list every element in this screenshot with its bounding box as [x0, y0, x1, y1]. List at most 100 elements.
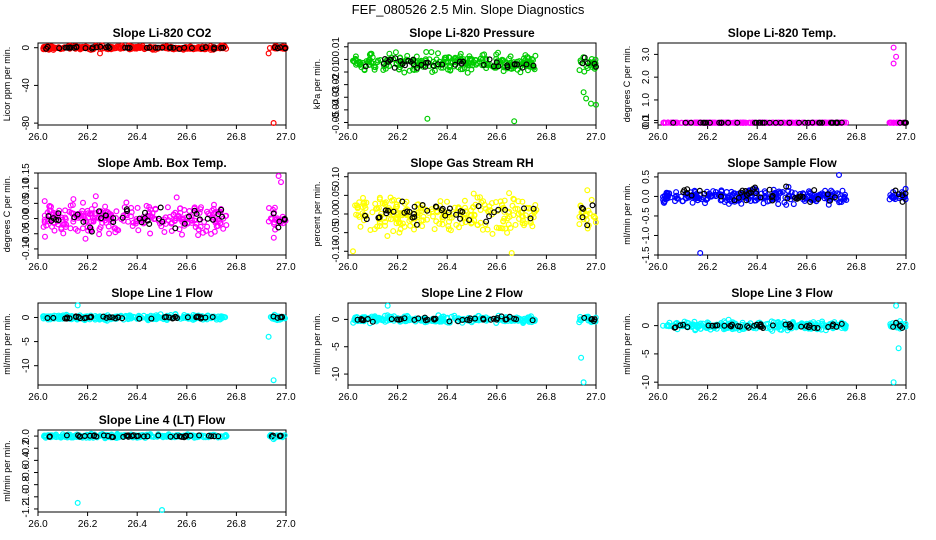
- x-tick-label: 27.0: [276, 392, 296, 403]
- data-point: [135, 227, 142, 234]
- data-point: [88, 228, 95, 235]
- data-point: [79, 207, 86, 214]
- data-point: [382, 222, 389, 229]
- data-point: [41, 218, 48, 225]
- data-point: [502, 316, 509, 323]
- data-point: [737, 119, 744, 126]
- data-point: [455, 318, 462, 325]
- data-point: [806, 322, 813, 329]
- data-point: [753, 321, 760, 328]
- data-point: [211, 433, 218, 440]
- data-point: [721, 322, 728, 329]
- data-point: [436, 220, 443, 227]
- data-point: [411, 211, 418, 218]
- data-point: [177, 209, 184, 216]
- data-point: [369, 318, 376, 325]
- data-point: [91, 202, 98, 209]
- y-tick-label: -0.02: [331, 73, 342, 96]
- data-point: [181, 207, 188, 214]
- data-point: [502, 206, 509, 213]
- data-point: [734, 119, 741, 126]
- data-point: [474, 222, 481, 229]
- data-point: [744, 191, 751, 198]
- x-tick-label: 26.8: [227, 262, 247, 273]
- data-point: [215, 433, 222, 440]
- data-point: [591, 213, 598, 220]
- data-point: [159, 507, 166, 514]
- data-point: [199, 45, 206, 52]
- data-point: [112, 434, 119, 441]
- data-point: [583, 63, 590, 70]
- data-point: [709, 192, 716, 199]
- x-tick-label: 26.2: [78, 392, 98, 403]
- data-point: [274, 314, 281, 321]
- data-point: [899, 192, 906, 199]
- data-point: [77, 315, 84, 322]
- data-point: [350, 248, 357, 255]
- data-point: [418, 208, 425, 215]
- data-point: [446, 318, 453, 325]
- x-tick-label: 27.0: [896, 132, 916, 143]
- data-point: [496, 225, 503, 232]
- x-tick-label: 26.8: [227, 132, 247, 143]
- data-point: [777, 321, 784, 328]
- data-point: [137, 44, 144, 51]
- data-point: [218, 315, 225, 322]
- data-point: [829, 322, 836, 329]
- y-tick-label: 0.01: [331, 37, 342, 57]
- panel-co2: Slope Li-820 CO2 Licor ppm per min. 26.0 26…: [2, 26, 296, 143]
- data-point: [509, 202, 516, 209]
- data-point: [759, 325, 766, 332]
- data-point: [134, 204, 141, 211]
- data-point: [270, 436, 277, 443]
- data-point: [96, 208, 103, 215]
- data-point: [674, 195, 681, 202]
- data-point: [396, 229, 403, 236]
- y-tick-label: 3.0: [641, 47, 652, 61]
- points: [40, 42, 289, 126]
- data-point: [498, 313, 505, 320]
- data-point: [166, 213, 173, 220]
- data-point: [388, 316, 395, 323]
- data-point: [515, 198, 522, 205]
- data-point: [437, 198, 444, 205]
- data-point: [41, 233, 48, 240]
- data-point: [265, 50, 272, 57]
- y-tick-label: 0.10: [331, 167, 342, 187]
- data-point: [102, 203, 109, 210]
- data-point: [387, 57, 394, 64]
- data-point: [579, 214, 586, 221]
- data-point: [275, 224, 282, 231]
- panel-title: Slope Line 3 Flow: [731, 286, 833, 300]
- data-point: [63, 315, 70, 322]
- x-tick-label: 26.2: [388, 392, 408, 403]
- y-tick-label: 0.15: [21, 163, 32, 183]
- data-point: [523, 317, 530, 324]
- data-point: [79, 225, 86, 232]
- data-point: [270, 210, 277, 217]
- data-point: [167, 433, 174, 440]
- data-point: [718, 187, 725, 194]
- y-tick-label: 0.5: [641, 170, 652, 184]
- data-point: [831, 194, 838, 201]
- data-point: [807, 199, 814, 206]
- data-point: [363, 216, 370, 223]
- data-point: [382, 207, 389, 214]
- data-point: [439, 221, 446, 228]
- data-point: [218, 206, 225, 213]
- data-point: [529, 223, 536, 230]
- data-point: [451, 312, 458, 319]
- data-point: [75, 313, 82, 320]
- data-point: [500, 68, 507, 75]
- data-point: [274, 45, 281, 52]
- data-point: [802, 119, 809, 126]
- data-point: [69, 202, 76, 209]
- data-point: [103, 314, 110, 321]
- x-tick-label: 26.0: [28, 519, 48, 530]
- data-point: [184, 314, 191, 321]
- data-point: [115, 314, 122, 321]
- panel-temp: Slope Li-820 Temp. degrees C per min. 26.0…: [622, 26, 916, 143]
- x-tick-label: 26.8: [537, 132, 557, 143]
- data-point: [474, 194, 481, 201]
- data-point: [890, 379, 897, 386]
